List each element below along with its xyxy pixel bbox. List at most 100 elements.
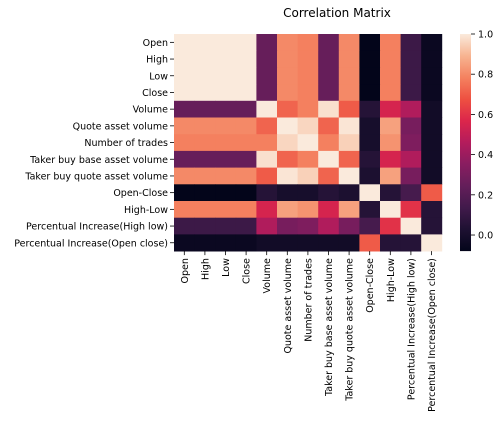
heatmap-cell xyxy=(380,167,401,185)
heatmap-cell xyxy=(235,150,257,168)
heatmap-cell xyxy=(174,217,195,235)
heatmap-cell xyxy=(174,100,195,118)
x-tick-label: Percentual Increase(High low) xyxy=(406,258,417,400)
heatmap-cell xyxy=(318,217,340,235)
y-tick-label: Open xyxy=(143,38,168,49)
heatmap-cell xyxy=(256,150,278,168)
x-tick-label: Low xyxy=(221,258,232,277)
y-tick-label: Percentual Increase(High low) xyxy=(26,222,168,233)
heatmap-cell xyxy=(421,50,443,68)
heatmap-cell xyxy=(277,201,298,219)
heatmap-cell xyxy=(380,50,401,68)
heatmap-cell xyxy=(318,150,340,168)
y-tick-label: Volume xyxy=(133,105,168,116)
heatmap-cell xyxy=(318,234,340,252)
heatmap-cell xyxy=(380,150,401,168)
heatmap-cell xyxy=(174,234,195,252)
heatmap-cell xyxy=(359,167,381,185)
heatmap-cell xyxy=(215,167,237,185)
heatmap-cell xyxy=(318,100,340,118)
heatmap-cell xyxy=(359,150,381,168)
heatmap-cell xyxy=(421,100,443,118)
heatmap-cell xyxy=(338,217,360,235)
heatmap-cell xyxy=(338,117,360,135)
heatmap-cell xyxy=(235,67,257,85)
heatmap-cell xyxy=(318,167,340,185)
heatmap-cell xyxy=(359,34,381,52)
heatmap-cell xyxy=(256,234,278,252)
heatmap-cell xyxy=(421,201,443,219)
heatmap-cell xyxy=(215,117,237,135)
y-tick-label: Low xyxy=(149,71,168,82)
heatmap-cell xyxy=(400,50,422,68)
heatmap-cell xyxy=(235,201,257,219)
heatmap-cell xyxy=(215,100,237,118)
heatmap-cell xyxy=(359,100,381,118)
x-tick-label: Taker buy base asset volume xyxy=(324,258,335,397)
y-tick-label: Quote asset volume xyxy=(73,121,169,132)
x-tick-label: Volume xyxy=(262,258,273,293)
heatmap-cell xyxy=(256,100,278,118)
y-tick-label: Taker buy quote asset volume xyxy=(24,171,168,182)
heatmap-cell xyxy=(277,100,298,118)
heatmap-cell xyxy=(194,100,216,118)
y-tick-label: High xyxy=(146,55,168,66)
heatmap-cell xyxy=(297,34,319,52)
heatmap-cell xyxy=(297,117,319,135)
heatmap-cell xyxy=(400,217,422,235)
x-tick-label: Number of trades xyxy=(303,258,314,342)
y-tick-label: Open-Close xyxy=(113,188,168,199)
x-tick-label: Close xyxy=(242,258,253,284)
heatmap-cell xyxy=(277,184,298,202)
heatmap-cell xyxy=(380,117,401,135)
heatmap-cell xyxy=(421,134,443,152)
heatmap-cell xyxy=(235,184,257,202)
heatmap-cell xyxy=(235,84,257,102)
heatmap-cell xyxy=(380,67,401,85)
heatmap-cell xyxy=(380,84,401,102)
heatmap-cell xyxy=(421,217,443,235)
heatmap-cell xyxy=(215,50,237,68)
heatmap-cell xyxy=(421,67,443,85)
heatmap-cell xyxy=(318,134,340,152)
heatmap-cell xyxy=(318,67,340,85)
colorbar-tick-label: 0.6 xyxy=(478,110,493,121)
heatmap-cell xyxy=(400,134,422,152)
heatmap-cell xyxy=(359,117,381,135)
heatmap-cell xyxy=(359,50,381,68)
colorbar xyxy=(460,34,471,252)
heatmap-cell xyxy=(194,34,216,52)
heatmap-cells xyxy=(174,34,443,252)
heatmap-cell xyxy=(338,150,360,168)
heatmap-cell xyxy=(235,234,257,252)
heatmap-cell xyxy=(338,167,360,185)
heatmap-cell xyxy=(277,150,298,168)
heatmap-cell xyxy=(235,34,257,52)
heatmap-cell xyxy=(297,167,319,185)
heatmap-cell xyxy=(194,67,216,85)
heatmap-cell xyxy=(359,234,381,252)
x-tick-label: High-Low xyxy=(386,258,397,302)
heatmap-cell xyxy=(359,217,381,235)
heatmap-cell xyxy=(256,201,278,219)
heatmap-cell xyxy=(359,184,381,202)
heatmap-cell xyxy=(400,201,422,219)
heatmap-cell xyxy=(297,100,319,118)
heatmap-cell xyxy=(318,34,340,52)
heatmap-cell xyxy=(194,184,216,202)
heatmap-cell xyxy=(318,84,340,102)
heatmap-cell xyxy=(215,217,237,235)
heatmap-cell xyxy=(400,117,422,135)
x-tick-label: Open-Close xyxy=(365,258,376,313)
heatmap-cell xyxy=(359,84,381,102)
heatmap-cell xyxy=(174,167,195,185)
heatmap-cell xyxy=(421,184,443,202)
x-tick-label: Quote asset volume xyxy=(283,258,294,354)
heatmap-cell xyxy=(380,100,401,118)
heatmap-cell xyxy=(235,217,257,235)
heatmap-cell xyxy=(297,217,319,235)
heatmap-cell xyxy=(421,34,443,52)
heatmap-cell xyxy=(400,84,422,102)
heatmap-cell xyxy=(380,134,401,152)
heatmap-cell xyxy=(297,184,319,202)
